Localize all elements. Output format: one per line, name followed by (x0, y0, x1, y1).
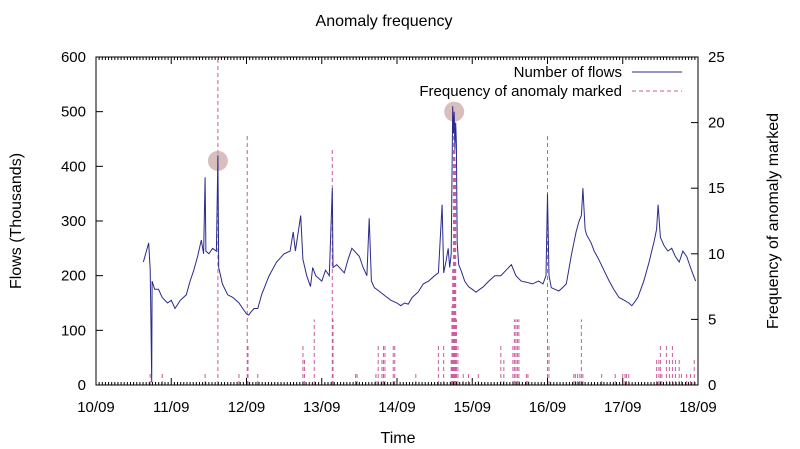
x-tick-label-6: 16/09 (529, 399, 567, 416)
x-tick-label-2: 12/09 (228, 399, 266, 416)
x-tick-label-0: 10/09 (77, 399, 115, 416)
y-tick-label-3: 300 (61, 213, 86, 230)
y2-tick-label-0: 0 (708, 377, 716, 394)
highlight-marker-1 (444, 101, 465, 122)
y-axis-label: Flows (Thousands) (8, 153, 25, 289)
y2-tick-label-4: 20 (708, 115, 725, 132)
x-tick-label-7: 17/09 (604, 399, 642, 416)
tick-labels: 0 100 200 300 400 500 600 0 5 10 15 20 25 10/09 11/09 1… (61, 49, 725, 416)
flows-line (142, 106, 697, 383)
y2-tick-label-1: 5 (708, 311, 716, 328)
y2-tick-label-3: 15 (708, 180, 725, 197)
x-tick-label-8: 18/09 (679, 399, 717, 416)
legend-label-anomaly: Frequency of anomaly marked (419, 83, 622, 100)
plot-frame (95, 56, 699, 386)
x-axis-label: Time (381, 430, 416, 447)
x-tick-label-4: 14/09 (378, 399, 416, 416)
legend: Number of flows Frequency of anomaly mar… (419, 64, 682, 100)
y-tick-label-1: 100 (61, 322, 86, 339)
axes (95, 56, 699, 386)
y-tick-label-5: 500 (61, 104, 86, 121)
chart-title: Anomaly frequency (316, 13, 453, 30)
y2-tick-label-2: 10 (708, 246, 725, 263)
x-tick-label-3: 13/09 (303, 399, 341, 416)
y2-axis-label: Frequency of anomaly marked (765, 113, 782, 329)
y-tick-label-2: 200 (61, 268, 86, 285)
legend-label-flows: Number of flows (514, 64, 622, 81)
x-tick-label-5: 15/09 (453, 399, 491, 416)
y-tick-label-6: 600 (61, 49, 86, 66)
highlight-markers (207, 101, 465, 171)
x-tick-label-1: 11/09 (153, 399, 189, 416)
y2-tick-label-5: 25 (708, 49, 725, 66)
anomaly-impulse-series (149, 57, 695, 385)
y-tick-label-0: 0 (78, 377, 86, 394)
y-tick-label-4: 400 (61, 158, 86, 175)
flows-line-series (142, 106, 697, 383)
